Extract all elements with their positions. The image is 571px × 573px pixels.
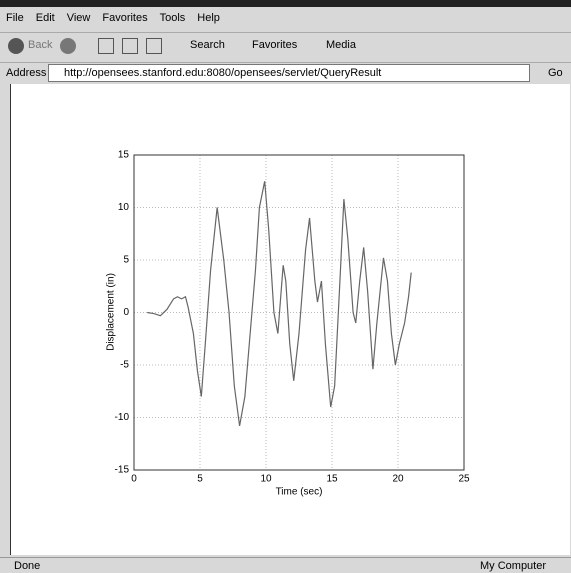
y-tick-label: -15	[115, 465, 130, 476]
data-line	[147, 181, 412, 427]
y-tick-label: -5	[120, 360, 129, 371]
back-icon[interactable]	[8, 38, 24, 54]
x-tick-label: 25	[458, 474, 470, 485]
title-bar	[0, 0, 571, 7]
address-field[interactable]	[48, 64, 530, 82]
x-tick-label: 5	[197, 474, 203, 485]
plot-frame	[133, 154, 465, 471]
menu-bar: File Edit View Favorites Tools Help	[0, 12, 571, 30]
address-bar: Address http://opensees.stanford.edu:808…	[0, 62, 571, 83]
menu-item[interactable]: Help	[197, 12, 220, 24]
search-button[interactable]: Search	[190, 39, 225, 51]
address-url[interactable]: http://opensees.stanford.edu:8080/opense…	[64, 67, 382, 79]
y-tick-label: 15	[118, 150, 130, 161]
chart: Time (sec) Displacement (in) -15 -10 -5 0 5 1…	[106, 150, 470, 498]
x-tick-label: 20	[392, 474, 404, 485]
back-button[interactable]: Back	[28, 39, 53, 51]
y-tick-label: -10	[115, 412, 130, 423]
forward-icon[interactable]	[60, 38, 76, 54]
toolbar: Back Search Favorites Media	[0, 32, 571, 59]
stop-icon[interactable]	[98, 38, 114, 54]
y-tick-label: 10	[118, 202, 130, 213]
status-text: Done	[14, 560, 41, 572]
favorites-button[interactable]: Favorites	[252, 39, 298, 51]
x-tick-label: 0	[131, 474, 137, 485]
menu-item[interactable]: Edit	[35, 12, 55, 24]
x-tick-label: 10	[260, 474, 272, 485]
y-tick-label: 5	[123, 255, 129, 266]
address-label: Address	[6, 67, 47, 79]
y-tick-label: 0	[123, 307, 129, 318]
menu-item[interactable]: Favorites	[102, 12, 148, 24]
content: Time (sec) Displacement (in) -15 -10 -5 0 5 1…	[10, 84, 570, 555]
home-icon[interactable]	[146, 38, 162, 54]
refresh-icon[interactable]	[122, 38, 138, 54]
zone-text: My Computer	[480, 560, 547, 572]
status-bar: Done My Computer	[0, 557, 571, 573]
go-button[interactable]: Go	[548, 67, 563, 79]
y-axis-label: Displacement (in)	[106, 273, 117, 351]
media-button[interactable]: Media	[326, 39, 356, 51]
menu-item[interactable]: File	[6, 12, 24, 24]
x-axis-label: Time (sec)	[276, 487, 323, 498]
menu-item[interactable]: View	[66, 12, 91, 24]
menu-item[interactable]: Tools	[159, 12, 186, 24]
x-tick-label: 15	[326, 474, 338, 485]
